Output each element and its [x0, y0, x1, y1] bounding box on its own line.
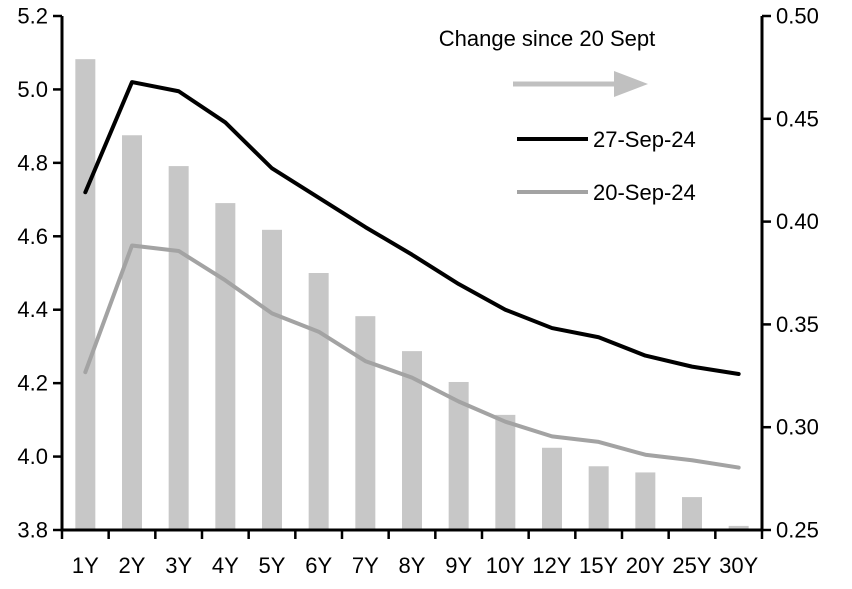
left-axis-tick-label: 4.2 — [17, 371, 48, 396]
bar-series — [75, 59, 749, 531]
left-axis-tick-label: 4.8 — [17, 150, 48, 175]
x-axis-label: 2Y — [119, 553, 146, 578]
bar-20Y — [635, 472, 656, 530]
x-axis-label: 5Y — [259, 553, 286, 578]
line-27-sep-24 — [83, 80, 741, 376]
x-axis-label: 1Y — [72, 553, 99, 578]
x-axis-label: 3Y — [165, 553, 192, 578]
right-axis-tick-label: 0.35 — [776, 312, 819, 337]
bar-9Y — [448, 381, 469, 530]
x-axis-label: 25Y — [672, 553, 711, 578]
change-arrow-icon — [513, 71, 648, 97]
bar-7Y — [355, 316, 376, 530]
bar-4Y — [215, 203, 236, 530]
plot-area: 5.2 5.0 4.8 4.6 4.4 4.2 4.0 3.8 0.50 0.45 0.40 0.35… — [17, 4, 818, 579]
legend-label-20sep: 20-Sep-24 — [593, 180, 696, 205]
bar-10Y — [495, 414, 516, 530]
x-axis-label: 20Y — [626, 553, 665, 578]
left-axis-tick-label: 4.4 — [17, 297, 48, 322]
x-axis-label: 12Y — [532, 553, 571, 578]
x-axis-label: 4Y — [212, 553, 239, 578]
left-axis-tick-label: 5.2 — [17, 4, 48, 29]
right-axis-tick-label: 0.45 — [776, 106, 819, 131]
bar-2Y — [122, 135, 142, 531]
x-axis-label: 6Y — [305, 553, 332, 578]
x-axis-label: 7Y — [352, 553, 379, 578]
right-axis-tick-label: 0.50 — [776, 4, 819, 29]
left-axis-tick-label: 4.6 — [17, 224, 48, 249]
left-axis-tick-label: 5.0 — [17, 77, 48, 102]
x-axis-label: 8Y — [399, 553, 426, 578]
x-axis-label: 15Y — [579, 553, 618, 578]
bar-8Y — [402, 351, 422, 530]
x-axis-label: 9Y — [445, 553, 472, 578]
bar-12Y — [542, 447, 562, 530]
bar-5Y — [262, 229, 282, 530]
line-20-sep-24 — [83, 243, 741, 470]
right-axis-tick-label: 0.30 — [776, 415, 819, 440]
legend: Change since 20 Sept 27-Sep-24 20-Sep-24 — [439, 26, 696, 205]
right-axis-tick-label: 0.25 — [776, 518, 819, 543]
left-axis-tick-label: 3.8 — [17, 518, 48, 543]
legend-label-27sep: 27-Sep-24 — [593, 127, 696, 152]
bar-1Y — [75, 59, 96, 531]
bar-30Y — [728, 525, 749, 530]
bar-6Y — [308, 273, 329, 530]
left-axis-tick-label: 4.0 — [17, 444, 48, 469]
bar-3Y — [168, 166, 189, 530]
legend-title: Change since 20 Sept — [439, 26, 656, 51]
x-axis-label: 30Y — [719, 553, 758, 578]
right-axis-tick-label: 0.40 — [776, 209, 819, 234]
x-axis-label: 10Y — [486, 553, 525, 578]
bar-15Y — [588, 466, 609, 530]
bar-25Y — [682, 497, 702, 530]
